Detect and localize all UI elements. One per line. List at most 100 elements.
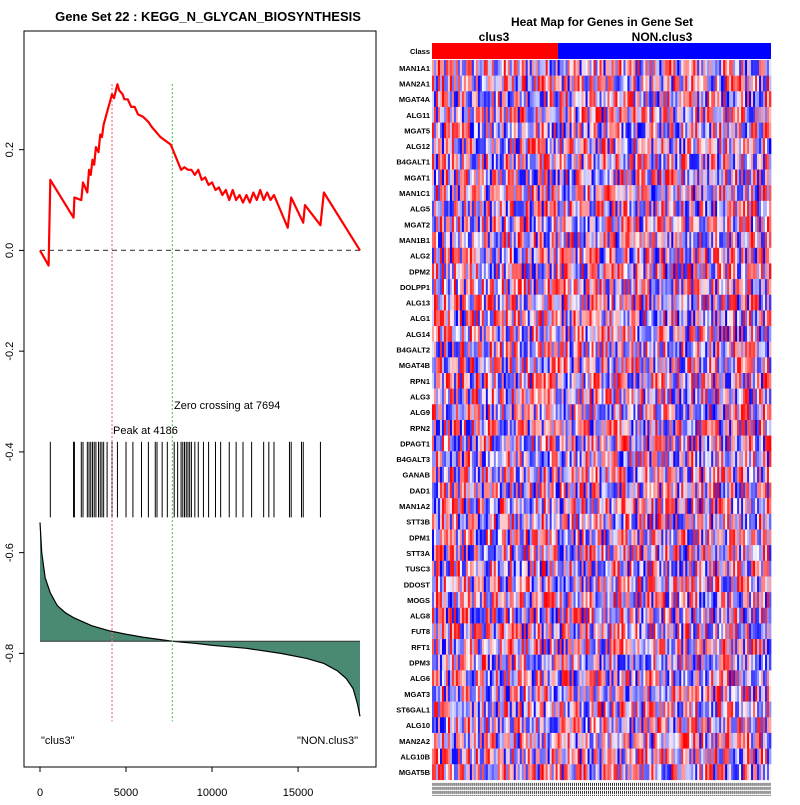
heatmap-cell [753, 60, 755, 76]
heatmap-cell [671, 248, 673, 264]
heatmap-cell [637, 138, 639, 154]
heatmap-cell [456, 451, 458, 467]
heatmap-cell [468, 279, 470, 295]
heatmap-cell [707, 123, 709, 139]
heatmap-cell [436, 404, 438, 420]
heatmap-cell [488, 232, 490, 248]
heatmap-cell [502, 248, 504, 264]
heatmap-cell [450, 76, 452, 92]
heatmap-cell [717, 123, 719, 139]
heatmap-cell [530, 154, 532, 170]
heatmap-cell [605, 342, 607, 358]
heatmap-cell [603, 170, 605, 186]
heatmap-cell [484, 217, 486, 233]
heatmap-cell [655, 420, 657, 436]
heatmap-cell [432, 154, 434, 170]
heatmap-cell [554, 232, 556, 248]
heatmap-cell [522, 326, 524, 342]
heatmap-cell [478, 154, 480, 170]
heatmap-cell [476, 373, 478, 389]
heatmap-cell [641, 154, 643, 170]
heatmap-cell [765, 138, 767, 154]
heatmap-cell [434, 483, 436, 499]
heatmap-cell [711, 248, 713, 264]
heatmap-cell [733, 342, 735, 358]
heatmap-cell [550, 107, 552, 123]
heatmap-cell [763, 451, 765, 467]
heatmap-cell [516, 420, 518, 436]
heatmap-cell [570, 357, 572, 373]
heatmap-cell [584, 248, 586, 264]
heatmap-cell [526, 107, 528, 123]
heatmap-cell [492, 91, 494, 107]
heatmap-cell [737, 248, 739, 264]
heatmap-cell [759, 295, 761, 311]
heatmap-cell [711, 498, 713, 514]
heatmap-cell [693, 185, 695, 201]
heatmap-cell [729, 123, 731, 139]
heatmap-cell [623, 420, 625, 436]
heatmap-cell [584, 373, 586, 389]
heatmap-cell [619, 451, 621, 467]
heatmap-cell [594, 217, 596, 233]
heatmap-cell [693, 279, 695, 295]
heatmap-cell [633, 154, 635, 170]
heatmap-cell [484, 326, 486, 342]
heatmap-cell [729, 60, 731, 76]
heatmap-cell [476, 217, 478, 233]
heatmap-cell [747, 295, 749, 311]
heatmap-cell [452, 263, 454, 279]
heatmap-cell [570, 107, 572, 123]
heatmap-cell [538, 389, 540, 405]
heatmap-cell [438, 232, 440, 248]
heatmap-cell [715, 295, 717, 311]
heatmap-cell [621, 451, 623, 467]
heatmap-cell [598, 467, 600, 483]
heatmap-cell [582, 154, 584, 170]
heatmap-cell [693, 451, 695, 467]
heatmap-cell [701, 436, 703, 452]
heatmap-cell [713, 263, 715, 279]
heatmap-cell [564, 263, 566, 279]
heatmap-cell [542, 248, 544, 264]
heatmap-cell [603, 107, 605, 123]
heatmap-cell [713, 295, 715, 311]
heatmap-cell [560, 107, 562, 123]
heatmap-cell [546, 373, 548, 389]
heatmap-cell [552, 154, 554, 170]
heatmap-cell [607, 232, 609, 248]
heatmap-cell [769, 279, 771, 295]
heatmap-cell [448, 451, 450, 467]
heatmap-cell [617, 342, 619, 358]
heatmap-cell [458, 326, 460, 342]
heatmap-cell [540, 373, 542, 389]
heatmap-cell [492, 60, 494, 76]
heatmap-cell [438, 498, 440, 514]
heatmap-cell [596, 60, 598, 76]
heatmap-cell [721, 373, 723, 389]
heatmap-cell [633, 483, 635, 499]
heatmap-cell [564, 60, 566, 76]
heatmap-cell [625, 263, 627, 279]
heatmap-cell [747, 107, 749, 123]
heatmap-cell [683, 279, 685, 295]
heatmap-cell [671, 436, 673, 452]
heatmap-cell [629, 217, 631, 233]
heatmap-cell [645, 154, 647, 170]
heatmap-cell [743, 342, 745, 358]
heatmap-cell [490, 357, 492, 373]
heatmap-cell [456, 389, 458, 405]
heatmap-cell [474, 467, 476, 483]
heatmap-cell [592, 138, 594, 154]
heatmap-cell [709, 326, 711, 342]
heatmap-cell [605, 404, 607, 420]
heatmap-cell [594, 76, 596, 92]
heatmap-cell [442, 451, 444, 467]
heatmap-cell [727, 404, 729, 420]
heatmap-cell [498, 467, 500, 483]
heatmap-cell [566, 389, 568, 405]
heatmap-cell [570, 263, 572, 279]
heatmap-cell [715, 404, 717, 420]
heatmap-cell [725, 451, 727, 467]
heatmap-cell [699, 436, 701, 452]
